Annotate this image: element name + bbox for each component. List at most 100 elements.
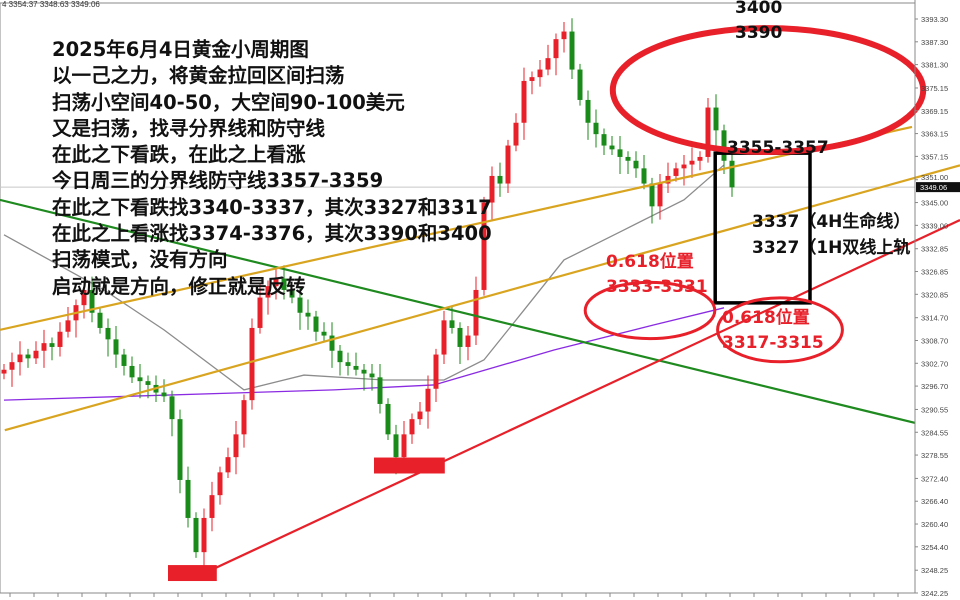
trendline (4, 164, 960, 432)
y-tick-label: 3302.70 (921, 359, 948, 368)
candle-body (233, 434, 239, 458)
candle-body (465, 335, 471, 347)
candle-body (337, 350, 343, 363)
trendline (189, 219, 960, 581)
candle-body (281, 278, 287, 290)
candle-body (681, 164, 687, 169)
y-tick-label: 3254.40 (921, 543, 948, 552)
highlight-ellipse (609, 25, 927, 156)
candle-body (129, 365, 135, 378)
fib-right-range: 3317-3315 (722, 333, 824, 353)
candle-body (481, 202, 487, 290)
y-tick-label: 3266.40 (921, 497, 948, 506)
candle-body (145, 381, 151, 385)
y-tick-label: 3387.30 (921, 38, 948, 47)
candle-body (641, 168, 647, 184)
y-tick-label: 3284.55 (921, 428, 948, 437)
candle-body (457, 327, 463, 347)
candle-body (505, 145, 511, 184)
candle-body (89, 289, 95, 313)
candle-body (321, 331, 327, 336)
candle-body (329, 335, 335, 351)
candle-body (409, 419, 415, 435)
candle-body (185, 479, 191, 518)
note-line: 启动就是方向，修正就是反转 (52, 274, 306, 298)
fib-left-title: 0.618位置 (606, 252, 694, 272)
candle-body (241, 400, 247, 435)
candle-body (273, 278, 279, 287)
candle-body (9, 362, 15, 370)
candle-body (473, 289, 479, 336)
target-3400: 3400 (735, 0, 783, 18)
candle-body (601, 134, 607, 146)
candle-body (97, 312, 103, 328)
y-tick-label: 3369.15 (921, 107, 948, 116)
candle-body (345, 362, 351, 366)
candle-body (441, 320, 447, 355)
y-tick-label: 3345.00 (921, 199, 948, 208)
candle-body (697, 156, 703, 161)
candle-body (497, 175, 503, 184)
candle-body (41, 343, 47, 351)
y-tick-label: 3260.40 (921, 520, 948, 529)
target-3390: 3390 (735, 23, 783, 43)
y-tick-label: 3326.85 (921, 268, 948, 277)
support-marker (374, 457, 445, 474)
candle-body (553, 39, 559, 59)
y-tick-label: 3242.25 (921, 589, 948, 598)
trendline (0, 125, 913, 331)
highlight-ellipse (583, 280, 717, 341)
candle-body (673, 168, 679, 176)
y-tick-label: 3351.00 (921, 173, 948, 182)
y-tick-label: 3314.70 (921, 314, 948, 323)
candle-body (201, 517, 207, 553)
y-tick-label: 3339.00 (921, 221, 948, 230)
candle-body (393, 434, 399, 458)
y-tick-label: 3357.15 (921, 152, 948, 161)
y-tick-label: 3332.85 (921, 245, 948, 254)
candle-body (729, 160, 735, 188)
candle-body (353, 365, 359, 370)
candle-body (369, 373, 375, 378)
candle-body (113, 339, 119, 355)
candle-body (57, 331, 63, 347)
candle-body (377, 377, 383, 404)
candle-body (513, 122, 519, 146)
candle-body (313, 316, 319, 332)
candle-body (713, 107, 719, 131)
trendline (0, 198, 916, 425)
candle-body (569, 31, 575, 70)
y-tick-label: 3363.15 (921, 130, 948, 139)
candle-body (137, 377, 143, 382)
candle-body (609, 145, 615, 150)
y-tick-label: 3375.15 (921, 84, 948, 93)
candle-body (425, 388, 431, 412)
support-marker (168, 565, 217, 582)
candle-body (169, 396, 175, 420)
current-price-label: 3349.06 (920, 183, 947, 192)
note-title: 2025年6月4日黄金小周期图 (52, 38, 309, 61)
note-line: 在此之下看跌，在此之上看涨 (52, 143, 306, 167)
candle-body (521, 80, 527, 123)
candle-body (49, 343, 55, 347)
candle-body (289, 289, 295, 298)
candle-body (265, 286, 271, 298)
y-tick-label: 3308.70 (921, 336, 948, 345)
candle-body (617, 149, 623, 157)
candle-body (361, 369, 367, 374)
y-tick-label: 3272.40 (921, 474, 948, 483)
note-line: 扫荡模式，没有方向 (52, 248, 228, 272)
candle-body (537, 69, 543, 78)
candle-body (721, 130, 727, 161)
y-tick-label: 3278.55 (921, 451, 948, 460)
candle-body (177, 419, 183, 480)
candle-body (625, 156, 631, 161)
y-tick-label: 3381.30 (921, 61, 948, 70)
note-line: 又是扫荡，找寻分界线和防守线 (52, 116, 326, 140)
candle-body (657, 183, 663, 207)
candle-body (225, 457, 231, 473)
candle-body (25, 354, 31, 359)
candle-body (33, 350, 39, 359)
candle-body (545, 58, 551, 70)
note-line: 在此之上看涨找3374-3376，其次3390和3400 (52, 222, 492, 246)
